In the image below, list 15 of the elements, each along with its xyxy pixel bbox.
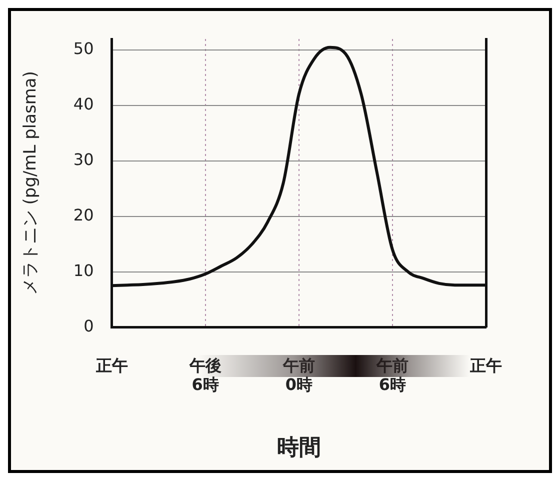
y-tick-label: 20 — [73, 206, 94, 225]
x-tick-label: 正午 — [94, 356, 128, 375]
y-tick-label: 0 — [84, 316, 94, 336]
y-tick-label: 30 — [73, 150, 94, 170]
picture-frame: 時間 メラトニン (pg/mL plasma) 正午 午後 6時 午前 0時 午前 6時 正午 0 10 20 30 40 50 — [8, 8, 552, 473]
y-tick-label: 50 — [73, 39, 94, 58]
x-tick-label: 午前 6時 — [375, 356, 408, 394]
y-tick-label: 10 — [73, 260, 94, 280]
y-tick-label: 40 — [73, 94, 94, 114]
line-series — [110, 46, 488, 288]
x-tick-label: 正午 — [469, 356, 502, 375]
y-axis-title: メラトニン (pg/mL plasma) — [20, 71, 41, 296]
x-axis-title: 時間 — [276, 436, 321, 461]
x-tick-label: 午前 0時 — [282, 356, 315, 394]
x-tick-label: 午後 6時 — [188, 356, 222, 394]
